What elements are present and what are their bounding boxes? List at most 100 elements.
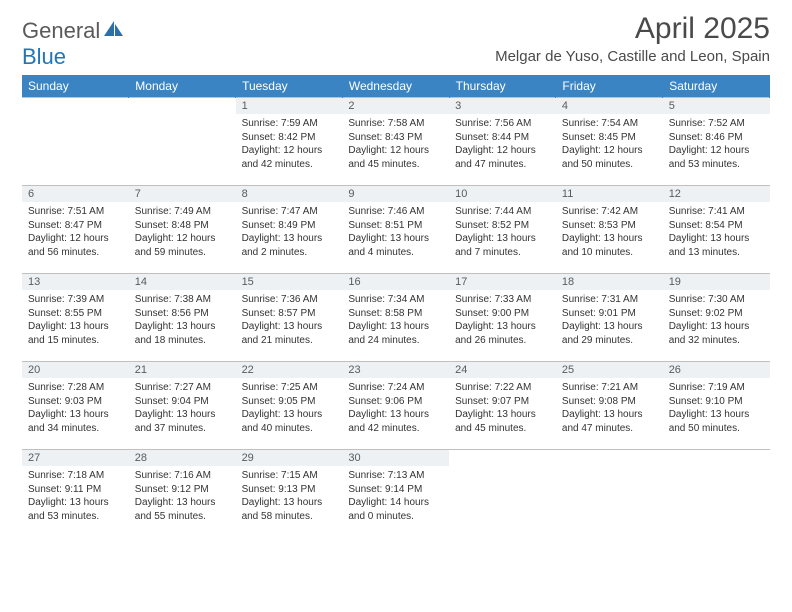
calendar-week-row: 13Sunrise: 7:39 AMSunset: 8:55 PMDayligh… <box>22 274 770 362</box>
day-content: Sunrise: 7:42 AMSunset: 8:53 PMDaylight:… <box>556 202 663 262</box>
day-content: Sunrise: 7:33 AMSunset: 9:00 PMDaylight:… <box>449 290 556 350</box>
day-content: Sunrise: 7:46 AMSunset: 8:51 PMDaylight:… <box>342 202 449 262</box>
day-number: 28 <box>129 450 236 466</box>
day-content: Sunrise: 7:38 AMSunset: 8:56 PMDaylight:… <box>129 290 236 350</box>
day-content: Sunrise: 7:18 AMSunset: 9:11 PMDaylight:… <box>22 466 129 526</box>
logo: General <box>22 18 125 44</box>
day-number: 29 <box>236 450 343 466</box>
day-content: Sunrise: 7:15 AMSunset: 9:13 PMDaylight:… <box>236 466 343 526</box>
calendar-day-cell: 17Sunrise: 7:33 AMSunset: 9:00 PMDayligh… <box>449 274 556 362</box>
calendar-day-cell <box>556 450 663 538</box>
logo-text-general: General <box>22 18 100 44</box>
calendar-week-row: 20Sunrise: 7:28 AMSunset: 9:03 PMDayligh… <box>22 362 770 450</box>
logo-blue-wrap: Blue <box>22 44 66 70</box>
calendar-day-cell: 24Sunrise: 7:22 AMSunset: 9:07 PMDayligh… <box>449 362 556 450</box>
calendar-day-cell: 28Sunrise: 7:16 AMSunset: 9:12 PMDayligh… <box>129 450 236 538</box>
day-content: Sunrise: 7:19 AMSunset: 9:10 PMDaylight:… <box>663 378 770 438</box>
title-area: April 2025 Melgar de Yuso, Castille and … <box>495 12 770 65</box>
calendar-day-cell: 22Sunrise: 7:25 AMSunset: 9:05 PMDayligh… <box>236 362 343 450</box>
calendar-week-row: 27Sunrise: 7:18 AMSunset: 9:11 PMDayligh… <box>22 450 770 538</box>
day-number: 25 <box>556 362 663 378</box>
weekday-header: Wednesday <box>342 75 449 98</box>
header: General April 2025 Melgar de Yuso, Casti… <box>0 0 792 69</box>
day-content: Sunrise: 7:41 AMSunset: 8:54 PMDaylight:… <box>663 202 770 262</box>
calendar-day-cell: 7Sunrise: 7:49 AMSunset: 8:48 PMDaylight… <box>129 186 236 274</box>
calendar-day-cell: 6Sunrise: 7:51 AMSunset: 8:47 PMDaylight… <box>22 186 129 274</box>
calendar-day-cell: 10Sunrise: 7:44 AMSunset: 8:52 PMDayligh… <box>449 186 556 274</box>
day-content: Sunrise: 7:31 AMSunset: 9:01 PMDaylight:… <box>556 290 663 350</box>
calendar-day-cell: 3Sunrise: 7:56 AMSunset: 8:44 PMDaylight… <box>449 98 556 186</box>
calendar-day-cell: 29Sunrise: 7:15 AMSunset: 9:13 PMDayligh… <box>236 450 343 538</box>
calendar-table: SundayMondayTuesdayWednesdayThursdayFrid… <box>22 75 770 538</box>
day-number: 1 <box>236 98 343 114</box>
weekday-header: Saturday <box>663 75 770 98</box>
day-content: Sunrise: 7:54 AMSunset: 8:45 PMDaylight:… <box>556 114 663 174</box>
day-content: Sunrise: 7:52 AMSunset: 8:46 PMDaylight:… <box>663 114 770 174</box>
calendar-day-cell: 2Sunrise: 7:58 AMSunset: 8:43 PMDaylight… <box>342 98 449 186</box>
weekday-header: Friday <box>556 75 663 98</box>
calendar-day-cell: 11Sunrise: 7:42 AMSunset: 8:53 PMDayligh… <box>556 186 663 274</box>
calendar-day-cell: 21Sunrise: 7:27 AMSunset: 9:04 PMDayligh… <box>129 362 236 450</box>
calendar-day-cell <box>22 98 129 186</box>
day-number: 19 <box>663 274 770 290</box>
day-number: 16 <box>342 274 449 290</box>
calendar-header-row: SundayMondayTuesdayWednesdayThursdayFrid… <box>22 75 770 98</box>
calendar-day-cell: 8Sunrise: 7:47 AMSunset: 8:49 PMDaylight… <box>236 186 343 274</box>
calendar-day-cell: 30Sunrise: 7:13 AMSunset: 9:14 PMDayligh… <box>342 450 449 538</box>
logo-text-blue: Blue <box>22 44 66 69</box>
day-content: Sunrise: 7:49 AMSunset: 8:48 PMDaylight:… <box>129 202 236 262</box>
day-number: 4 <box>556 98 663 114</box>
calendar-day-cell: 16Sunrise: 7:34 AMSunset: 8:58 PMDayligh… <box>342 274 449 362</box>
calendar-day-cell: 25Sunrise: 7:21 AMSunset: 9:08 PMDayligh… <box>556 362 663 450</box>
day-number: 9 <box>342 186 449 202</box>
day-number: 22 <box>236 362 343 378</box>
day-content: Sunrise: 7:28 AMSunset: 9:03 PMDaylight:… <box>22 378 129 438</box>
calendar-day-cell <box>449 450 556 538</box>
day-content: Sunrise: 7:16 AMSunset: 9:12 PMDaylight:… <box>129 466 236 526</box>
calendar-day-cell: 9Sunrise: 7:46 AMSunset: 8:51 PMDaylight… <box>342 186 449 274</box>
location-text: Melgar de Yuso, Castille and Leon, Spain <box>495 48 770 65</box>
day-number: 7 <box>129 186 236 202</box>
calendar-day-cell: 27Sunrise: 7:18 AMSunset: 9:11 PMDayligh… <box>22 450 129 538</box>
day-number: 23 <box>342 362 449 378</box>
calendar-day-cell: 26Sunrise: 7:19 AMSunset: 9:10 PMDayligh… <box>663 362 770 450</box>
day-content: Sunrise: 7:44 AMSunset: 8:52 PMDaylight:… <box>449 202 556 262</box>
month-title: April 2025 <box>495 12 770 46</box>
day-number: 18 <box>556 274 663 290</box>
day-number: 20 <box>22 362 129 378</box>
day-content: Sunrise: 7:58 AMSunset: 8:43 PMDaylight:… <box>342 114 449 174</box>
day-number: 12 <box>663 186 770 202</box>
day-number: 30 <box>342 450 449 466</box>
day-content: Sunrise: 7:59 AMSunset: 8:42 PMDaylight:… <box>236 114 343 174</box>
day-number: 17 <box>449 274 556 290</box>
day-content: Sunrise: 7:27 AMSunset: 9:04 PMDaylight:… <box>129 378 236 438</box>
day-content: Sunrise: 7:25 AMSunset: 9:05 PMDaylight:… <box>236 378 343 438</box>
day-content: Sunrise: 7:21 AMSunset: 9:08 PMDaylight:… <box>556 378 663 438</box>
day-number: 11 <box>556 186 663 202</box>
day-number: 2 <box>342 98 449 114</box>
day-number: 8 <box>236 186 343 202</box>
calendar-day-cell <box>663 450 770 538</box>
day-content: Sunrise: 7:51 AMSunset: 8:47 PMDaylight:… <box>22 202 129 262</box>
day-number: 26 <box>663 362 770 378</box>
day-number: 14 <box>129 274 236 290</box>
day-number: 3 <box>449 98 556 114</box>
weekday-header: Tuesday <box>236 75 343 98</box>
calendar-day-cell: 13Sunrise: 7:39 AMSunset: 8:55 PMDayligh… <box>22 274 129 362</box>
day-number: 10 <box>449 186 556 202</box>
day-content: Sunrise: 7:36 AMSunset: 8:57 PMDaylight:… <box>236 290 343 350</box>
day-content: Sunrise: 7:24 AMSunset: 9:06 PMDaylight:… <box>342 378 449 438</box>
calendar-body: 1Sunrise: 7:59 AMSunset: 8:42 PMDaylight… <box>22 98 770 538</box>
day-content: Sunrise: 7:30 AMSunset: 9:02 PMDaylight:… <box>663 290 770 350</box>
calendar-day-cell: 4Sunrise: 7:54 AMSunset: 8:45 PMDaylight… <box>556 98 663 186</box>
day-content: Sunrise: 7:22 AMSunset: 9:07 PMDaylight:… <box>449 378 556 438</box>
calendar-week-row: 1Sunrise: 7:59 AMSunset: 8:42 PMDaylight… <box>22 98 770 186</box>
day-content: Sunrise: 7:56 AMSunset: 8:44 PMDaylight:… <box>449 114 556 174</box>
weekday-header: Thursday <box>449 75 556 98</box>
day-number: 21 <box>129 362 236 378</box>
day-number: 5 <box>663 98 770 114</box>
day-number: 6 <box>22 186 129 202</box>
logo-sail-icon <box>103 19 125 42</box>
weekday-header: Monday <box>129 75 236 98</box>
day-number: 13 <box>22 274 129 290</box>
